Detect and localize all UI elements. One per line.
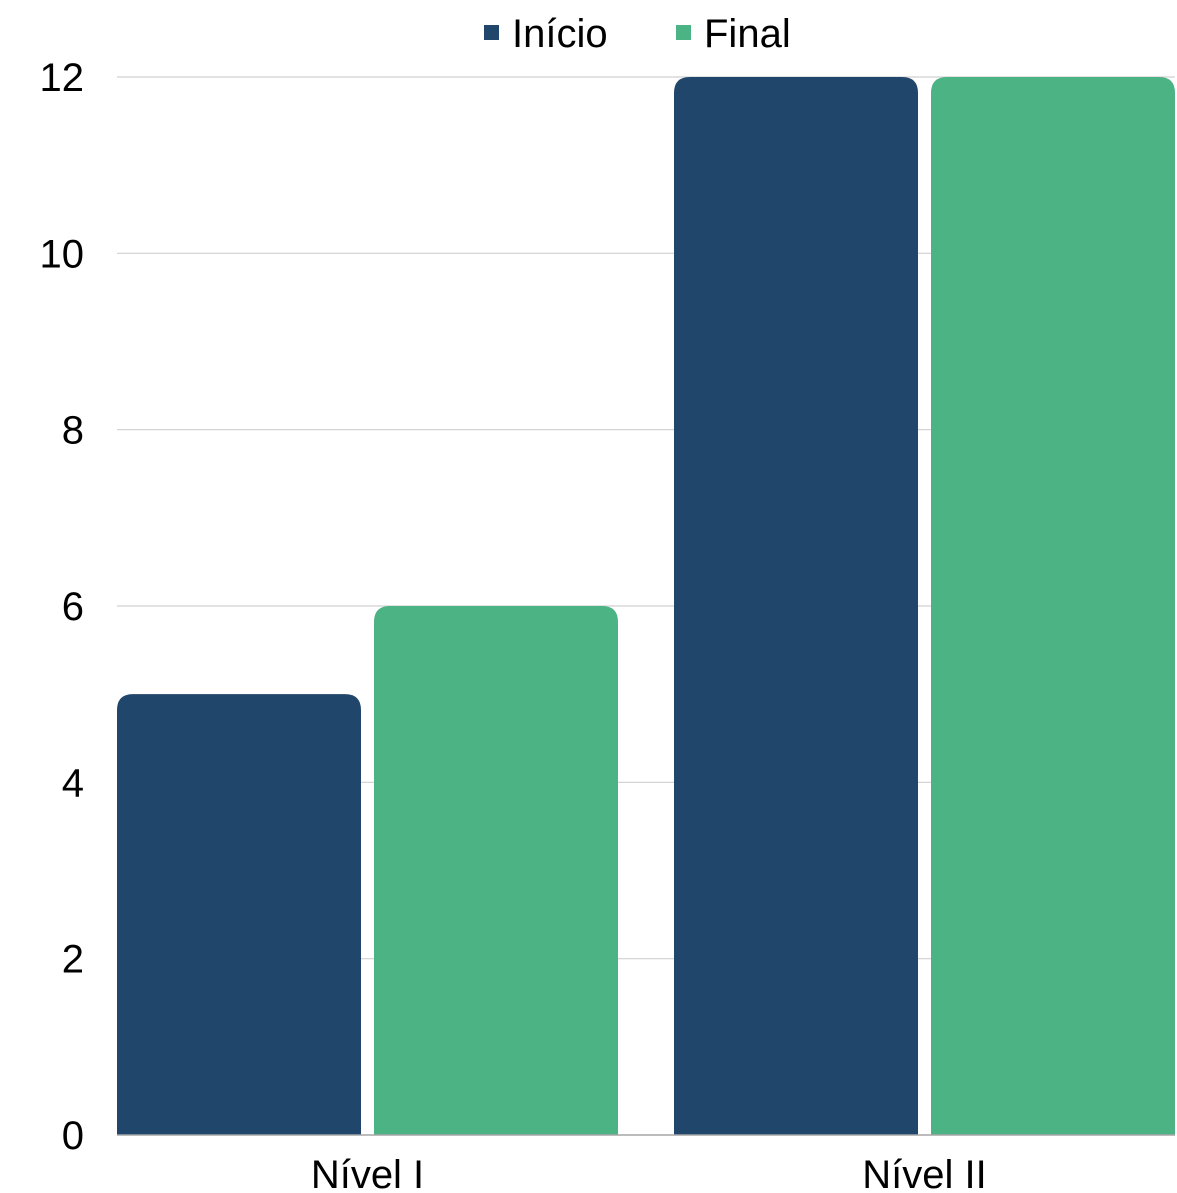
legend: Início Final [484,12,791,56]
x-tick-labels: Nível I Nível II [311,1153,987,1193]
x-tick-label: Nível I [311,1153,424,1193]
y-tick-label: 2 [62,938,84,982]
legend-swatch-final [676,25,691,40]
bars [117,77,1175,1135]
y-tick-label: 0 [62,1114,84,1158]
bar-final-2 [931,77,1175,1135]
y-tick-label: 4 [62,761,84,805]
y-tick-label: 6 [62,585,84,629]
y-tick-label: 8 [62,409,84,453]
bar-inicio-1 [117,694,361,1135]
x-tick-label: Nível II [862,1153,986,1193]
y-tick-label: 10 [40,232,85,276]
legend-swatch-inicio [484,25,499,40]
bar-inicio-2 [674,77,918,1135]
legend-label-inicio: Início [512,12,608,56]
legend-label-final: Final [704,12,791,56]
bar-final-1 [374,606,618,1135]
y-tick-labels: 0 2 4 6 8 10 12 [40,56,85,1158]
y-tick-label: 12 [40,56,85,100]
